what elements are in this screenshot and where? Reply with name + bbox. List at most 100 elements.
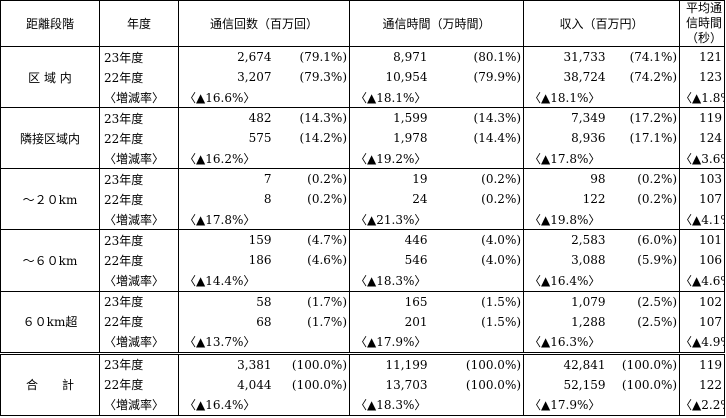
year-cell: 22年度	[99, 128, 179, 149]
time-value: 8,971	[349, 46, 434, 68]
time-value: 165	[349, 290, 434, 312]
revenue-value: 3,088	[571, 253, 606, 268]
table-row: 22年度 8 (0.2%) 24 (0.2%) 122 (0.2%) 107	[1, 189, 725, 210]
distance-label: ～６０km	[0, 229, 100, 292]
revenue-share: (100.0%)	[611, 351, 681, 375]
calls-value: 186	[248, 253, 272, 268]
table-row: 隣接区域内 23年度 482 (14.3%) 1,599 (14.3%) 7,349 (17.…	[0, 107, 725, 169]
calls-share: (100.0%)	[277, 351, 351, 375]
time-share: (0.2%)	[433, 168, 525, 190]
calls-share: (4.6%)	[277, 250, 351, 271]
header-row: 距離段階 年度 通信回数（百万回） 通信時間（万時間） 収入（百万円） 平均通信…	[0, 0, 726, 47]
distance-label: ～２０km	[0, 168, 100, 230]
revenue-share: (17.1%)	[611, 128, 681, 149]
time-share: (80.1%)	[433, 46, 525, 68]
revenue-share: (74.2%)	[611, 67, 681, 88]
calls-value: 159	[178, 229, 278, 251]
table-row: 22年度 575 (14.2%) 1,978 (14.4%) 8,936 (17.1%) 12…	[1, 128, 725, 149]
calls-value: 68	[256, 314, 272, 329]
revenue-share: (17.2%)	[611, 107, 681, 129]
change-label: 〈増減率〉	[99, 394, 179, 416]
revenue-value: 98	[523, 168, 612, 190]
year-cell: 23年度	[99, 107, 179, 129]
change-row: 〈増減率〉〈▲16.6%〉〈▲18.1%〉〈▲18.1%〉〈▲1.8%〉	[1, 87, 725, 108]
change-label: 〈増減率〉	[99, 209, 179, 230]
calls-value: 7	[178, 168, 278, 190]
year-cell: 23年度	[99, 290, 179, 312]
change-label: 〈増減率〉	[99, 87, 179, 108]
table-row: 22年度 186 (4.6%) 546 (4.0%) 3,088 (5.9%) 106	[1, 250, 725, 271]
revenue-value: 1,079	[523, 290, 612, 312]
avg-time-change: 〈▲2.2%〉	[680, 398, 725, 413]
header-year: 年度	[99, 0, 179, 47]
calls-change: 〈▲16.4%〉	[178, 394, 351, 416]
calls-share: (4.7%)	[277, 229, 351, 251]
table-body: 区 域 内 23年度 2,674 (79.1%) 8,971 (80.1%) 31,733(…	[0, 45, 725, 416]
avg-time-value: 121	[679, 46, 725, 68]
change-row: 〈増減率〉〈▲14.4%〉〈▲18.3%〉〈▲16.4%〉〈▲4.6%〉	[1, 270, 725, 292]
header-distance: 距離段階	[0, 0, 100, 47]
calls-value: 8	[263, 192, 272, 207]
year-cell: 23年度	[99, 168, 179, 190]
avg-time-value: 106	[699, 253, 723, 268]
time-change: 〈▲17.9%〉	[349, 331, 525, 354]
header-revenue: 収入（百万円）	[523, 0, 681, 47]
revenue-value: 8,936	[571, 131, 606, 146]
time-change: 〈▲21.3%〉	[349, 209, 525, 230]
revenue-value: 7,349	[523, 107, 612, 129]
calls-value: 482	[178, 107, 278, 129]
avg-time-value: 103	[679, 168, 725, 190]
time-share: (79.9%)	[433, 67, 525, 88]
year-cell: 22年度	[99, 189, 179, 210]
year-cell: 23年度	[99, 351, 179, 375]
year-cell: 22年度	[99, 67, 179, 88]
change-row: 〈増減率〉〈▲16.4%〉〈▲18.3%〉〈▲17.9%〉〈▲2.2%〉	[1, 394, 725, 416]
revenue-share: (2.5%)	[611, 311, 681, 332]
table-row: 区 域 内 23年度 2,674 (79.1%) 8,971 (80.1%) 31,733(…	[0, 45, 725, 108]
time-value: 201	[404, 314, 428, 329]
time-share: (1.5%)	[433, 311, 525, 332]
revenue-share: (74.1%)	[611, 46, 681, 68]
revenue-value: 42,841	[523, 351, 612, 375]
avg-time-value: 101	[679, 229, 725, 251]
revenue-change: 〈▲19.8%〉	[523, 209, 681, 230]
time-share: (14.4%)	[433, 128, 525, 149]
revenue-change: 〈▲17.9%〉	[523, 394, 681, 416]
avg-time-value: 124	[699, 131, 723, 146]
calls-change: 〈▲14.4%〉	[178, 270, 351, 292]
time-share: (100.0%)	[433, 351, 525, 375]
avg-time-change: 〈▲1.8%〉	[680, 90, 725, 105]
calls-value: 58	[178, 290, 278, 312]
time-value: 13,703	[385, 377, 428, 392]
avg-time-value: 107	[699, 314, 723, 329]
table-row: 22年度 4,044 (100.0%) 13,703 (100.0%) 52,159 (10…	[1, 374, 725, 395]
time-value: 1,599	[349, 107, 434, 129]
revenue-value: 38,724	[563, 70, 606, 85]
change-row: 〈増減率〉〈▲16.2%〉〈▲19.2%〉〈▲17.8%〉〈▲3.6%〉	[1, 148, 725, 169]
table-row: 22年度 3,207 (79.3%) 10,954 (79.9%) 38,724 (74.2…	[1, 67, 725, 88]
distance-label: 隣接区域内	[0, 107, 100, 169]
distance-label: 区 域 内	[0, 45, 100, 108]
revenue-share: (2.5%)	[611, 290, 681, 312]
header-time: 通信時間（万時間）	[349, 0, 525, 47]
avg-time-change: 〈▲4.9%〉	[680, 335, 725, 350]
revenue-change: 〈▲18.1%〉	[523, 87, 681, 108]
time-change: 〈▲18.1%〉	[349, 87, 525, 108]
avg-time-change: 〈▲4.6%〉	[680, 274, 725, 289]
avg-time-value: 107	[699, 192, 723, 207]
calls-share: (0.2%)	[277, 168, 351, 190]
time-share: (100.0%)	[433, 374, 525, 395]
year-cell: 23年度	[99, 229, 179, 251]
revenue-share: (0.2%)	[611, 168, 681, 190]
time-value: 19	[349, 168, 434, 190]
time-change: 〈▲19.2%〉	[349, 148, 525, 169]
calls-change: 〈▲16.6%〉	[178, 87, 351, 108]
calls-value: 575	[248, 131, 272, 146]
revenue-change: 〈▲16.3%〉	[523, 331, 681, 354]
calls-change: 〈▲16.2%〉	[178, 148, 351, 169]
change-row: 〈増減率〉〈▲13.7%〉〈▲17.9%〉〈▲16.3%〉〈▲4.9%〉	[1, 331, 725, 354]
table-row: 合 計 23年度 3,381 (100.0%) 11,199 (100.0%) 42,841…	[0, 351, 725, 416]
distance-label: ６０km超	[0, 290, 100, 354]
calls-change: 〈▲13.7%〉	[178, 331, 351, 354]
